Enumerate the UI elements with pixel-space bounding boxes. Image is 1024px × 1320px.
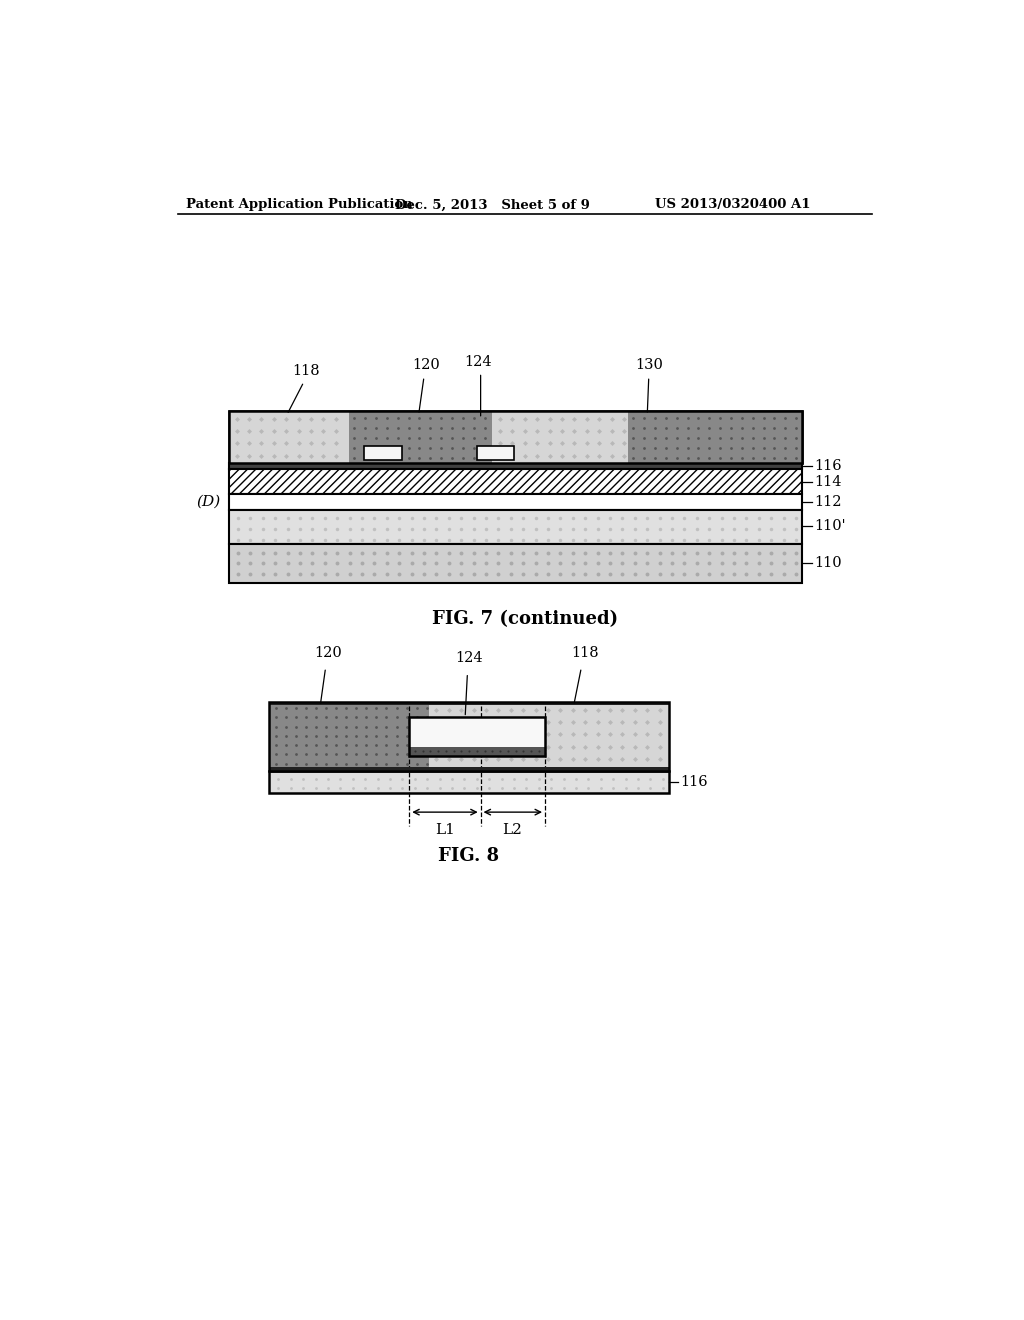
Text: 112: 112 <box>814 495 842 508</box>
Bar <box>228 463 802 470</box>
Bar <box>349 411 493 463</box>
Text: 116: 116 <box>814 459 842 474</box>
Text: 118: 118 <box>293 364 321 378</box>
Text: L1: L1 <box>435 822 455 837</box>
Bar <box>429 702 669 771</box>
Text: 120: 120 <box>314 645 342 660</box>
Bar <box>269 702 669 705</box>
Bar <box>365 446 401 461</box>
Text: Patent Application Publication: Patent Application Publication <box>186 198 413 211</box>
Bar <box>493 411 628 463</box>
Bar <box>477 446 514 461</box>
Text: Dec. 5, 2013   Sheet 5 of 9: Dec. 5, 2013 Sheet 5 of 9 <box>395 198 590 211</box>
Bar <box>269 702 669 771</box>
Bar <box>410 718 545 756</box>
Bar <box>228 544 802 582</box>
Bar <box>228 411 349 463</box>
Bar <box>410 747 545 756</box>
Text: FIG. 8: FIG. 8 <box>438 847 500 865</box>
Bar <box>228 411 802 463</box>
Text: 118: 118 <box>571 645 599 660</box>
Text: 124: 124 <box>456 651 482 665</box>
Bar <box>228 470 802 494</box>
Text: 116: 116 <box>681 775 709 789</box>
Text: L2: L2 <box>503 822 522 837</box>
Text: 110': 110' <box>814 520 846 533</box>
Text: FIG. 7 (continued): FIG. 7 (continued) <box>432 610 617 627</box>
Text: 124: 124 <box>465 355 493 368</box>
Bar <box>269 771 669 793</box>
Bar <box>269 702 429 771</box>
Bar <box>228 411 802 463</box>
Text: 114: 114 <box>814 475 842 488</box>
Text: (D): (D) <box>197 495 220 508</box>
Bar <box>410 718 545 747</box>
Bar <box>628 411 802 463</box>
Bar <box>228 494 802 510</box>
Text: 110: 110 <box>814 557 842 570</box>
Text: 130: 130 <box>635 359 663 372</box>
Text: 120: 120 <box>413 359 440 372</box>
Text: US 2013/0320400 A1: US 2013/0320400 A1 <box>655 198 811 211</box>
Bar <box>269 767 669 772</box>
Bar <box>228 510 802 544</box>
